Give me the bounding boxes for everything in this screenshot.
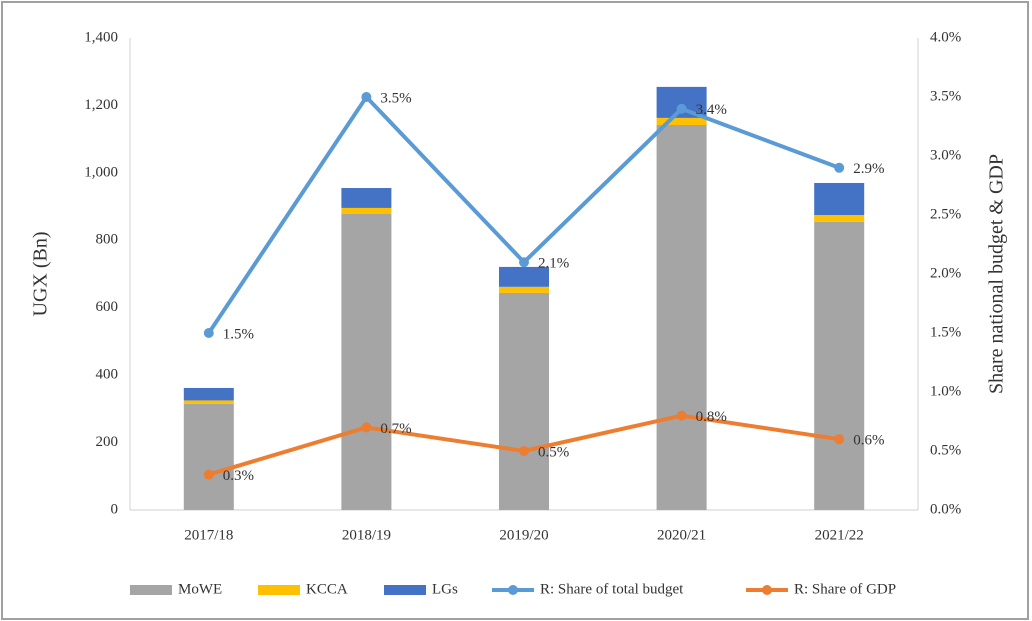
y-tick-label: 400	[96, 367, 119, 383]
data-label: 0.5%	[538, 444, 569, 460]
y-tick-label: 0	[111, 501, 119, 517]
line-point	[834, 434, 845, 445]
line-point	[203, 469, 214, 480]
y2-tick-label: 3.5%	[930, 88, 961, 104]
y2-tick-label: 0.0%	[930, 501, 961, 517]
y-tick-label: 200	[96, 434, 119, 450]
y2-tick-label: 1.0%	[930, 383, 961, 399]
bar	[814, 182, 865, 215]
y2-tick-label: 2.5%	[930, 206, 961, 222]
bar	[183, 400, 234, 404]
line-point	[676, 410, 687, 421]
x-tick-label: 2019/20	[499, 527, 548, 543]
data-label: 3.4%	[696, 102, 727, 118]
x-tick-label: 2021/22	[815, 527, 864, 543]
y2-tick-label: 3.0%	[930, 147, 961, 163]
y2-tick-label: 1.5%	[930, 324, 961, 340]
x-tick-label: 2018/19	[342, 527, 391, 543]
y-tick-label: 600	[96, 299, 119, 315]
legend-label: MoWE	[178, 581, 222, 597]
line-point	[519, 257, 529, 268]
y2-tick-label: 4.0%	[930, 29, 961, 45]
line-point	[519, 446, 529, 456]
line-point	[203, 328, 214, 338]
y2-axis-title: Share national budget & GDP	[986, 154, 1008, 394]
y-axis-title: UGX (Bn)	[30, 232, 52, 317]
bar	[656, 117, 707, 125]
legend-label: R: Share of GDP	[794, 581, 896, 597]
data-label: 3.5%	[380, 90, 411, 106]
legend-swatch	[508, 585, 518, 595]
line-point	[361, 422, 372, 433]
bar	[183, 403, 234, 510]
bar	[499, 286, 549, 293]
data-label: 2.1%	[538, 256, 569, 272]
legend-swatch	[762, 585, 772, 595]
x-tick-label: 2020/21	[657, 527, 706, 543]
bar	[341, 207, 392, 214]
legend-swatch	[130, 585, 172, 595]
legend-swatch	[258, 585, 300, 595]
data-label: 0.8%	[696, 409, 727, 425]
y-tick-label: 1,400	[84, 29, 118, 45]
legend-label: KCCA	[306, 581, 348, 597]
legend-swatch	[384, 585, 426, 595]
y2-tick-label: 2.0%	[930, 265, 961, 281]
y2-tick-label: 0.5%	[930, 442, 961, 458]
line-point	[834, 162, 845, 173]
bar	[499, 292, 549, 510]
y-tick-label: 800	[96, 232, 119, 248]
bar	[183, 387, 234, 401]
data-label: 2.9%	[853, 161, 884, 177]
data-label: 0.3%	[223, 468, 254, 484]
bar	[814, 221, 865, 510]
bar	[341, 188, 392, 208]
bar	[814, 215, 865, 222]
bar	[341, 213, 392, 510]
line-point	[361, 92, 372, 102]
legend-label: R: Share of total budget	[540, 581, 684, 597]
legend-label: LGs	[432, 581, 458, 597]
data-label: 0.6%	[853, 433, 884, 449]
bar	[499, 266, 549, 287]
y-tick-label: 1,000	[84, 164, 118, 180]
line-point	[676, 103, 687, 114]
data-label: 1.5%	[223, 326, 254, 342]
x-tick-label: 2017/18	[184, 527, 233, 543]
data-label: 0.7%	[380, 421, 411, 437]
bar	[656, 124, 707, 511]
y-tick-label: 1,200	[84, 97, 118, 113]
